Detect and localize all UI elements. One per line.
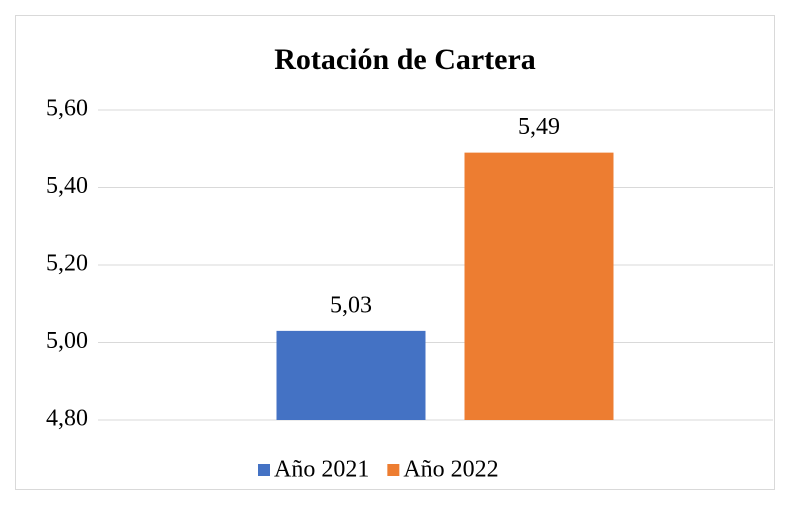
y-tick-label: 5,60 <box>46 96 88 122</box>
legend-label: Año 2022 <box>403 457 498 483</box>
legend-swatch <box>258 464 270 476</box>
legend-label: Año 2021 <box>274 457 369 483</box>
data-label: 5,49 <box>518 114 560 140</box>
y-tick-label: 4,80 <box>46 406 88 432</box>
bar <box>464 152 614 420</box>
y-tick-label: 5,40 <box>46 173 88 199</box>
bar <box>276 330 426 420</box>
data-label: 5,03 <box>330 292 372 318</box>
chart-title: Rotación de Cartera <box>274 43 536 76</box>
y-tick-label: 5,00 <box>46 328 88 354</box>
legend-swatch <box>387 464 400 476</box>
y-tick-label: 5,20 <box>46 251 88 277</box>
